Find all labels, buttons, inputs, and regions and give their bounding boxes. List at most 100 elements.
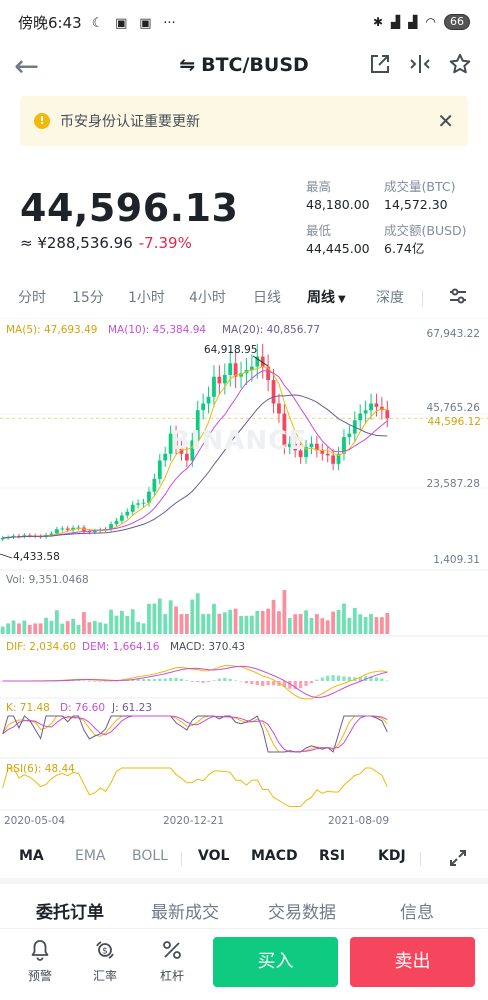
macd-histogram-bar [331, 675, 335, 681]
candle-body [17, 535, 21, 537]
candle-body [92, 530, 97, 533]
tab-timeframe-15m[interactable]: 15分 [72, 290, 104, 306]
volume-bar [266, 608, 271, 634]
volume-bar [38, 623, 43, 634]
macd-histogram-bar [326, 675, 330, 681]
pair-selector[interactable]: ⇋ BTC/BUSD [0, 54, 488, 76]
candle-body [201, 403, 206, 411]
candle-body [174, 433, 178, 448]
macd-histogram-bar [309, 681, 314, 684]
macd-histogram-bar [239, 681, 243, 682]
back-arrow-icon[interactable]: ← [14, 49, 40, 84]
tab-trading-data[interactable]: 交易数据 [268, 903, 336, 923]
close-icon[interactable]: ✕ [437, 109, 454, 133]
tab-depth[interactable]: 深度 [376, 290, 404, 306]
chart-canvas[interactable] [0, 318, 488, 836]
volume-bar [228, 609, 233, 634]
indicator-ema[interactable]: EMA [75, 848, 106, 864]
macd-histogram-bar [342, 676, 346, 681]
candle-body [347, 433, 352, 438]
volume-bar [222, 612, 227, 634]
macd-dem-line [2, 665, 388, 698]
macd-histogram-bar [76, 680, 81, 681]
volume-bar [260, 611, 265, 634]
tab-timeframe-1d[interactable]: 日线 [253, 290, 281, 306]
leverage-button[interactable]: 杠杆 [147, 939, 197, 984]
indicator-ma[interactable]: MA [19, 848, 44, 864]
candle-body [206, 396, 211, 404]
macd-histogram-bar [104, 681, 108, 682]
candle-body [65, 528, 70, 530]
macd-histogram-bar [304, 681, 308, 686]
candle-body [233, 363, 238, 377]
sell-button[interactable]: 卖出 [350, 937, 475, 987]
volume-bar [82, 612, 86, 634]
macd-histogram-bar [114, 681, 119, 682]
chart-settings-icon[interactable] [448, 287, 468, 310]
macd-histogram-bar [255, 681, 259, 686]
tab-timeframe-4h[interactable]: 4小时 [189, 290, 226, 306]
volume-bar [201, 614, 206, 634]
share-external-icon[interactable] [368, 52, 392, 82]
alert-button[interactable]: 预警 [15, 939, 65, 984]
volume-bar [119, 611, 124, 634]
candle-body [358, 413, 363, 421]
app-icon: ▣ [139, 16, 152, 31]
candle-body [212, 376, 216, 397]
banner-text[interactable]: 币安身份认证重要更新 [60, 114, 200, 130]
volume-busd-label: 成交额(BUSD) [384, 223, 467, 238]
currency-exchange-icon: $ [80, 939, 130, 963]
volume-bar [22, 620, 27, 634]
tab-info[interactable]: 信息 [400, 903, 434, 923]
status-bar: 傍晚6:43 ☾ ▣ ▣ ··· ✱ ▟ ▟ ◠ 66 [0, 0, 488, 44]
candle-body [87, 531, 92, 533]
buy-button[interactable]: 买入 [213, 937, 338, 987]
volume-bar [385, 613, 390, 634]
candle-body [363, 410, 368, 414]
favorite-star-icon[interactable] [448, 52, 472, 82]
volume-bar [98, 622, 103, 634]
tab-recent-trades[interactable]: 最新成交 [151, 903, 219, 923]
warning-icon: ! [34, 113, 50, 129]
current-price-tag: 44,596.12 [427, 416, 481, 428]
volume-bar [130, 609, 135, 634]
high-label: 最高 [306, 179, 332, 194]
macd-histogram-bar [98, 681, 102, 682]
macd-histogram-bar [315, 679, 319, 681]
ma5-line [2, 366, 388, 539]
volume-bar [304, 610, 308, 634]
indicator-boll[interactable]: BOLL [132, 848, 168, 864]
volume-bar [217, 613, 222, 634]
kline-chart[interactable]: BINANCE MA(5): 47,693.49 MA(10): 45,384.… [0, 318, 488, 836]
volume-bar [212, 603, 216, 634]
macd-histogram-bar [136, 678, 140, 681]
tab-timeframe-line[interactable]: 分时 [18, 290, 46, 306]
tab-open-orders[interactable]: 委托订单 [36, 903, 104, 923]
macd-histogram-bar [212, 680, 216, 681]
compare-icon[interactable] [408, 52, 432, 82]
indicator-vol[interactable]: VOL [198, 848, 230, 864]
battery-icon: 66 [444, 14, 470, 30]
indicator-rsi[interactable]: RSI [319, 848, 346, 864]
indicator-macd[interactable]: MACD [251, 848, 298, 864]
high-marker-label: 64,918.95 [204, 344, 258, 356]
macd-histogram-bar [374, 677, 379, 681]
announcement-banner[interactable]: ! 币安身份认证重要更新 ✕ [20, 96, 468, 146]
volume-label: Vol: 9,351.0468 [6, 574, 89, 586]
fullscreen-expand-icon[interactable] [448, 848, 468, 873]
volume-bar [347, 617, 352, 634]
tab-timeframe-1w[interactable]: 周线 ▼ [307, 287, 346, 307]
candle-body [49, 533, 54, 535]
macd-histogram-bar [244, 681, 249, 684]
exchange-rate-button[interactable]: $ 汇率 [80, 939, 130, 984]
high-value: 48,180.00 [306, 197, 370, 212]
candle-body [266, 366, 271, 381]
macd-value-label: MACD: 370.43 [170, 641, 246, 653]
tab-timeframe-1h[interactable]: 1小时 [128, 290, 165, 306]
indicator-kdj[interactable]: KDJ [378, 848, 406, 864]
moon-icon: ☾ [91, 16, 104, 31]
candle-body [157, 460, 162, 479]
volume-btc-label: 成交量(BTC) [384, 179, 456, 194]
macd-histogram-bar [169, 677, 173, 681]
macd-histogram-bar [196, 681, 200, 683]
